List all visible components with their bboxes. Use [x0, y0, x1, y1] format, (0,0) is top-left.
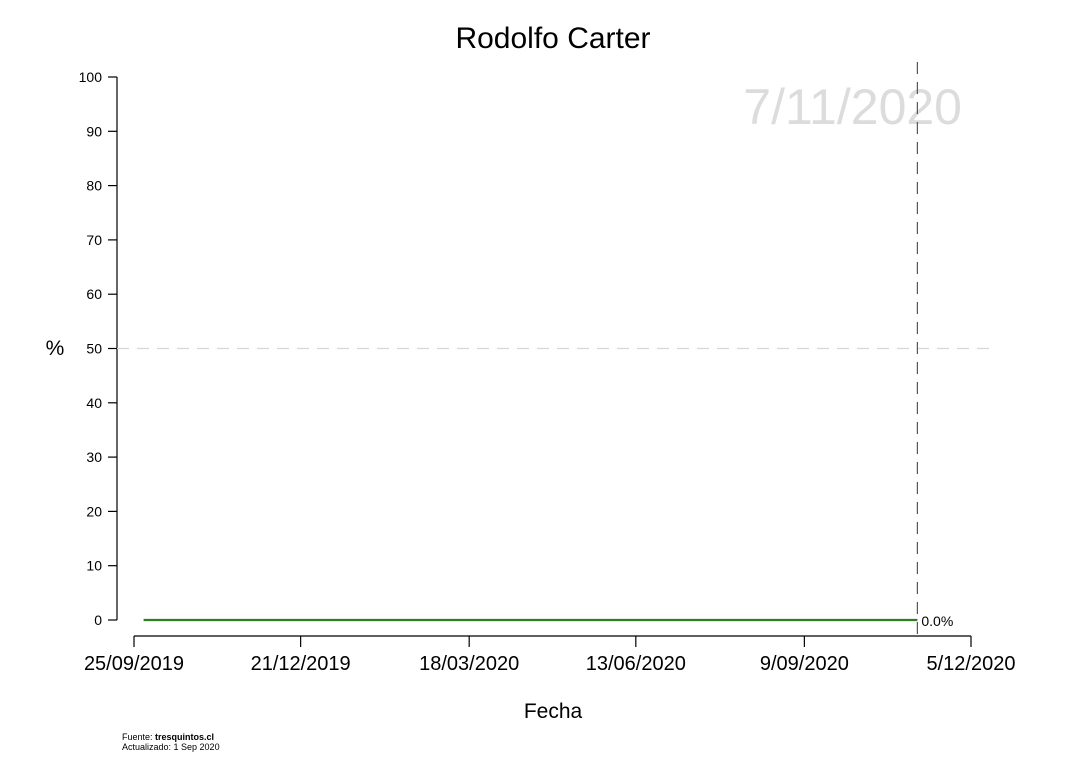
- x-tick-label: 13/06/2020: [586, 653, 686, 675]
- footer-source-name: tresquintos.cl: [155, 732, 215, 742]
- footer-source-prefix: Fuente:: [122, 732, 156, 742]
- y-tick-label: 30: [86, 449, 102, 465]
- footer: Fuente: tresquintos.cl Actualizado: 1 Se…: [122, 732, 220, 752]
- x-axis: 25/09/2019 21/12/2019 18/03/2020 13/06/2020…: [84, 635, 1016, 675]
- x-tick-label: 25/09/2019: [84, 653, 184, 675]
- event-date-label: 7/11/2020: [743, 79, 962, 135]
- series-end-label: 0.0%: [921, 613, 953, 629]
- x-tick-label: 5/12/2020: [927, 653, 1016, 675]
- y-tick-label: 20: [86, 503, 102, 519]
- y-axis-label: %: [46, 337, 65, 360]
- x-axis-label: Fecha: [524, 700, 583, 723]
- y-tick-label: 50: [86, 341, 102, 357]
- y-tick-label: 80: [86, 178, 102, 194]
- y-tick-label: 60: [86, 286, 102, 302]
- y-tick-label: 70: [86, 232, 102, 248]
- y-tick-label: 40: [86, 395, 102, 411]
- x-tick-label: 21/12/2019: [251, 653, 351, 675]
- y-tick-label: 100: [79, 69, 103, 85]
- footer-source: Fuente: tresquintos.cl: [122, 732, 220, 742]
- y-tick-label: 0: [94, 612, 102, 628]
- chart-title: Rodolfo Carter: [455, 22, 650, 55]
- footer-updated: Actualizado: 1 Sep 2020: [122, 742, 220, 752]
- y-axis: 0 10 20 30 40 50 60 70 80 90 100: [79, 69, 118, 628]
- y-tick-label: 90: [86, 123, 102, 139]
- x-tick-label: 9/09/2020: [760, 653, 849, 675]
- x-tick-label: 18/03/2020: [419, 653, 519, 675]
- reference-lines: [117, 62, 990, 636]
- y-tick-label: 10: [86, 558, 102, 574]
